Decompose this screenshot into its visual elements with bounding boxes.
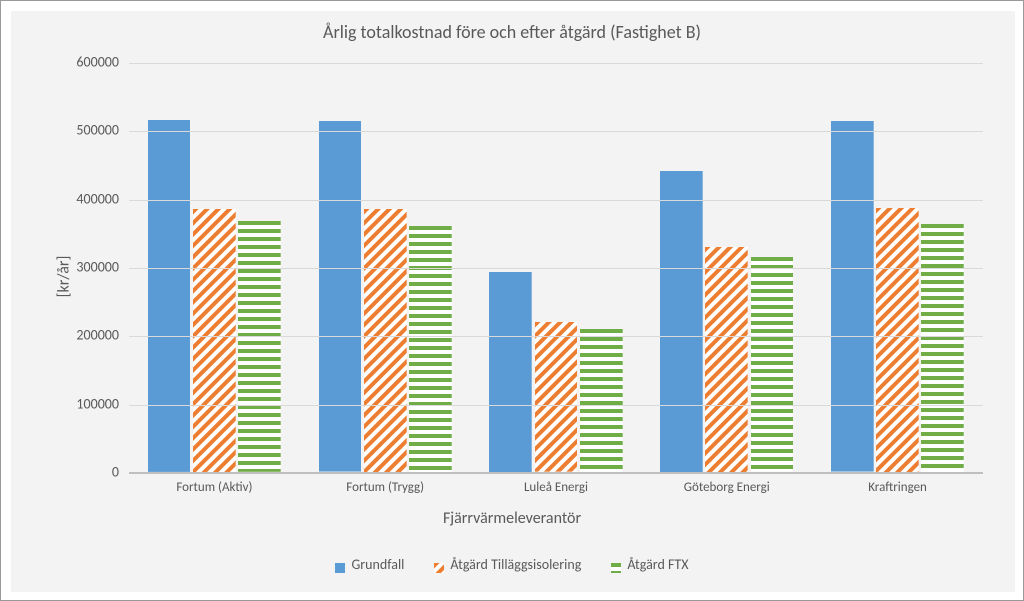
x-tick-label: Fortum (Aktiv) (141, 472, 288, 495)
bar (921, 224, 964, 472)
x-tick-label: Fortum (Trygg) (312, 472, 459, 495)
bar (580, 329, 623, 472)
x-tick-label: Göteborg Energi (653, 472, 800, 495)
y-tick-label: 200000 (76, 327, 129, 344)
bar (705, 247, 748, 473)
legend: Grundfall Åtgärd Tilläggsisolering Åtgärd … (1, 556, 1023, 573)
x-axis-label: Fjärrvärmeleverantör (1, 509, 1023, 528)
bar (364, 209, 407, 472)
bar (193, 209, 236, 472)
y-tick-label: 400000 (76, 190, 129, 207)
y-tick-label: 0 (112, 464, 129, 481)
x-tick-label: Kraftringen (824, 472, 971, 495)
legend-swatch (611, 560, 621, 570)
bar (660, 171, 703, 472)
bar (535, 322, 578, 472)
chart-title: Årlig totalkostnad före och efter åtgärd… (1, 21, 1023, 43)
bar (876, 208, 919, 472)
legend-label: Grundfall (351, 556, 404, 573)
bar (148, 120, 191, 472)
legend-label: Åtgärd Tilläggsisolering (450, 556, 581, 573)
gridline (129, 268, 983, 269)
gridline (129, 405, 983, 406)
gridline (129, 131, 983, 132)
x-tick-label: Luleå Energi (483, 472, 630, 495)
gridline (129, 200, 983, 201)
y-tick-label: 500000 (76, 122, 129, 139)
bar (319, 121, 362, 472)
y-tick-label: 600000 (76, 54, 129, 71)
gridline (129, 473, 983, 474)
legend-label: Åtgärd FTX (627, 556, 688, 573)
legend-item: Åtgärd FTX (611, 556, 688, 573)
y-axis-label: [kr/år] (54, 256, 73, 298)
legend-swatch (434, 560, 444, 570)
legend-item: Åtgärd Tilläggsisolering (434, 556, 581, 573)
gridline (129, 63, 983, 64)
legend-swatch (335, 560, 345, 570)
bar (238, 221, 281, 472)
chart-container: Årlig totalkostnad före och efter åtgärd… (0, 0, 1024, 601)
plot-area: Fortum (Aktiv)Fortum (Trygg)Luleå Energi… (129, 63, 983, 473)
y-tick-label: 300000 (76, 259, 129, 276)
bar (751, 257, 794, 472)
bar (489, 272, 532, 472)
y-tick-label: 100000 (76, 395, 129, 412)
legend-item: Grundfall (335, 556, 404, 573)
bar (831, 121, 874, 472)
gridline (129, 336, 983, 337)
bar (409, 226, 452, 472)
